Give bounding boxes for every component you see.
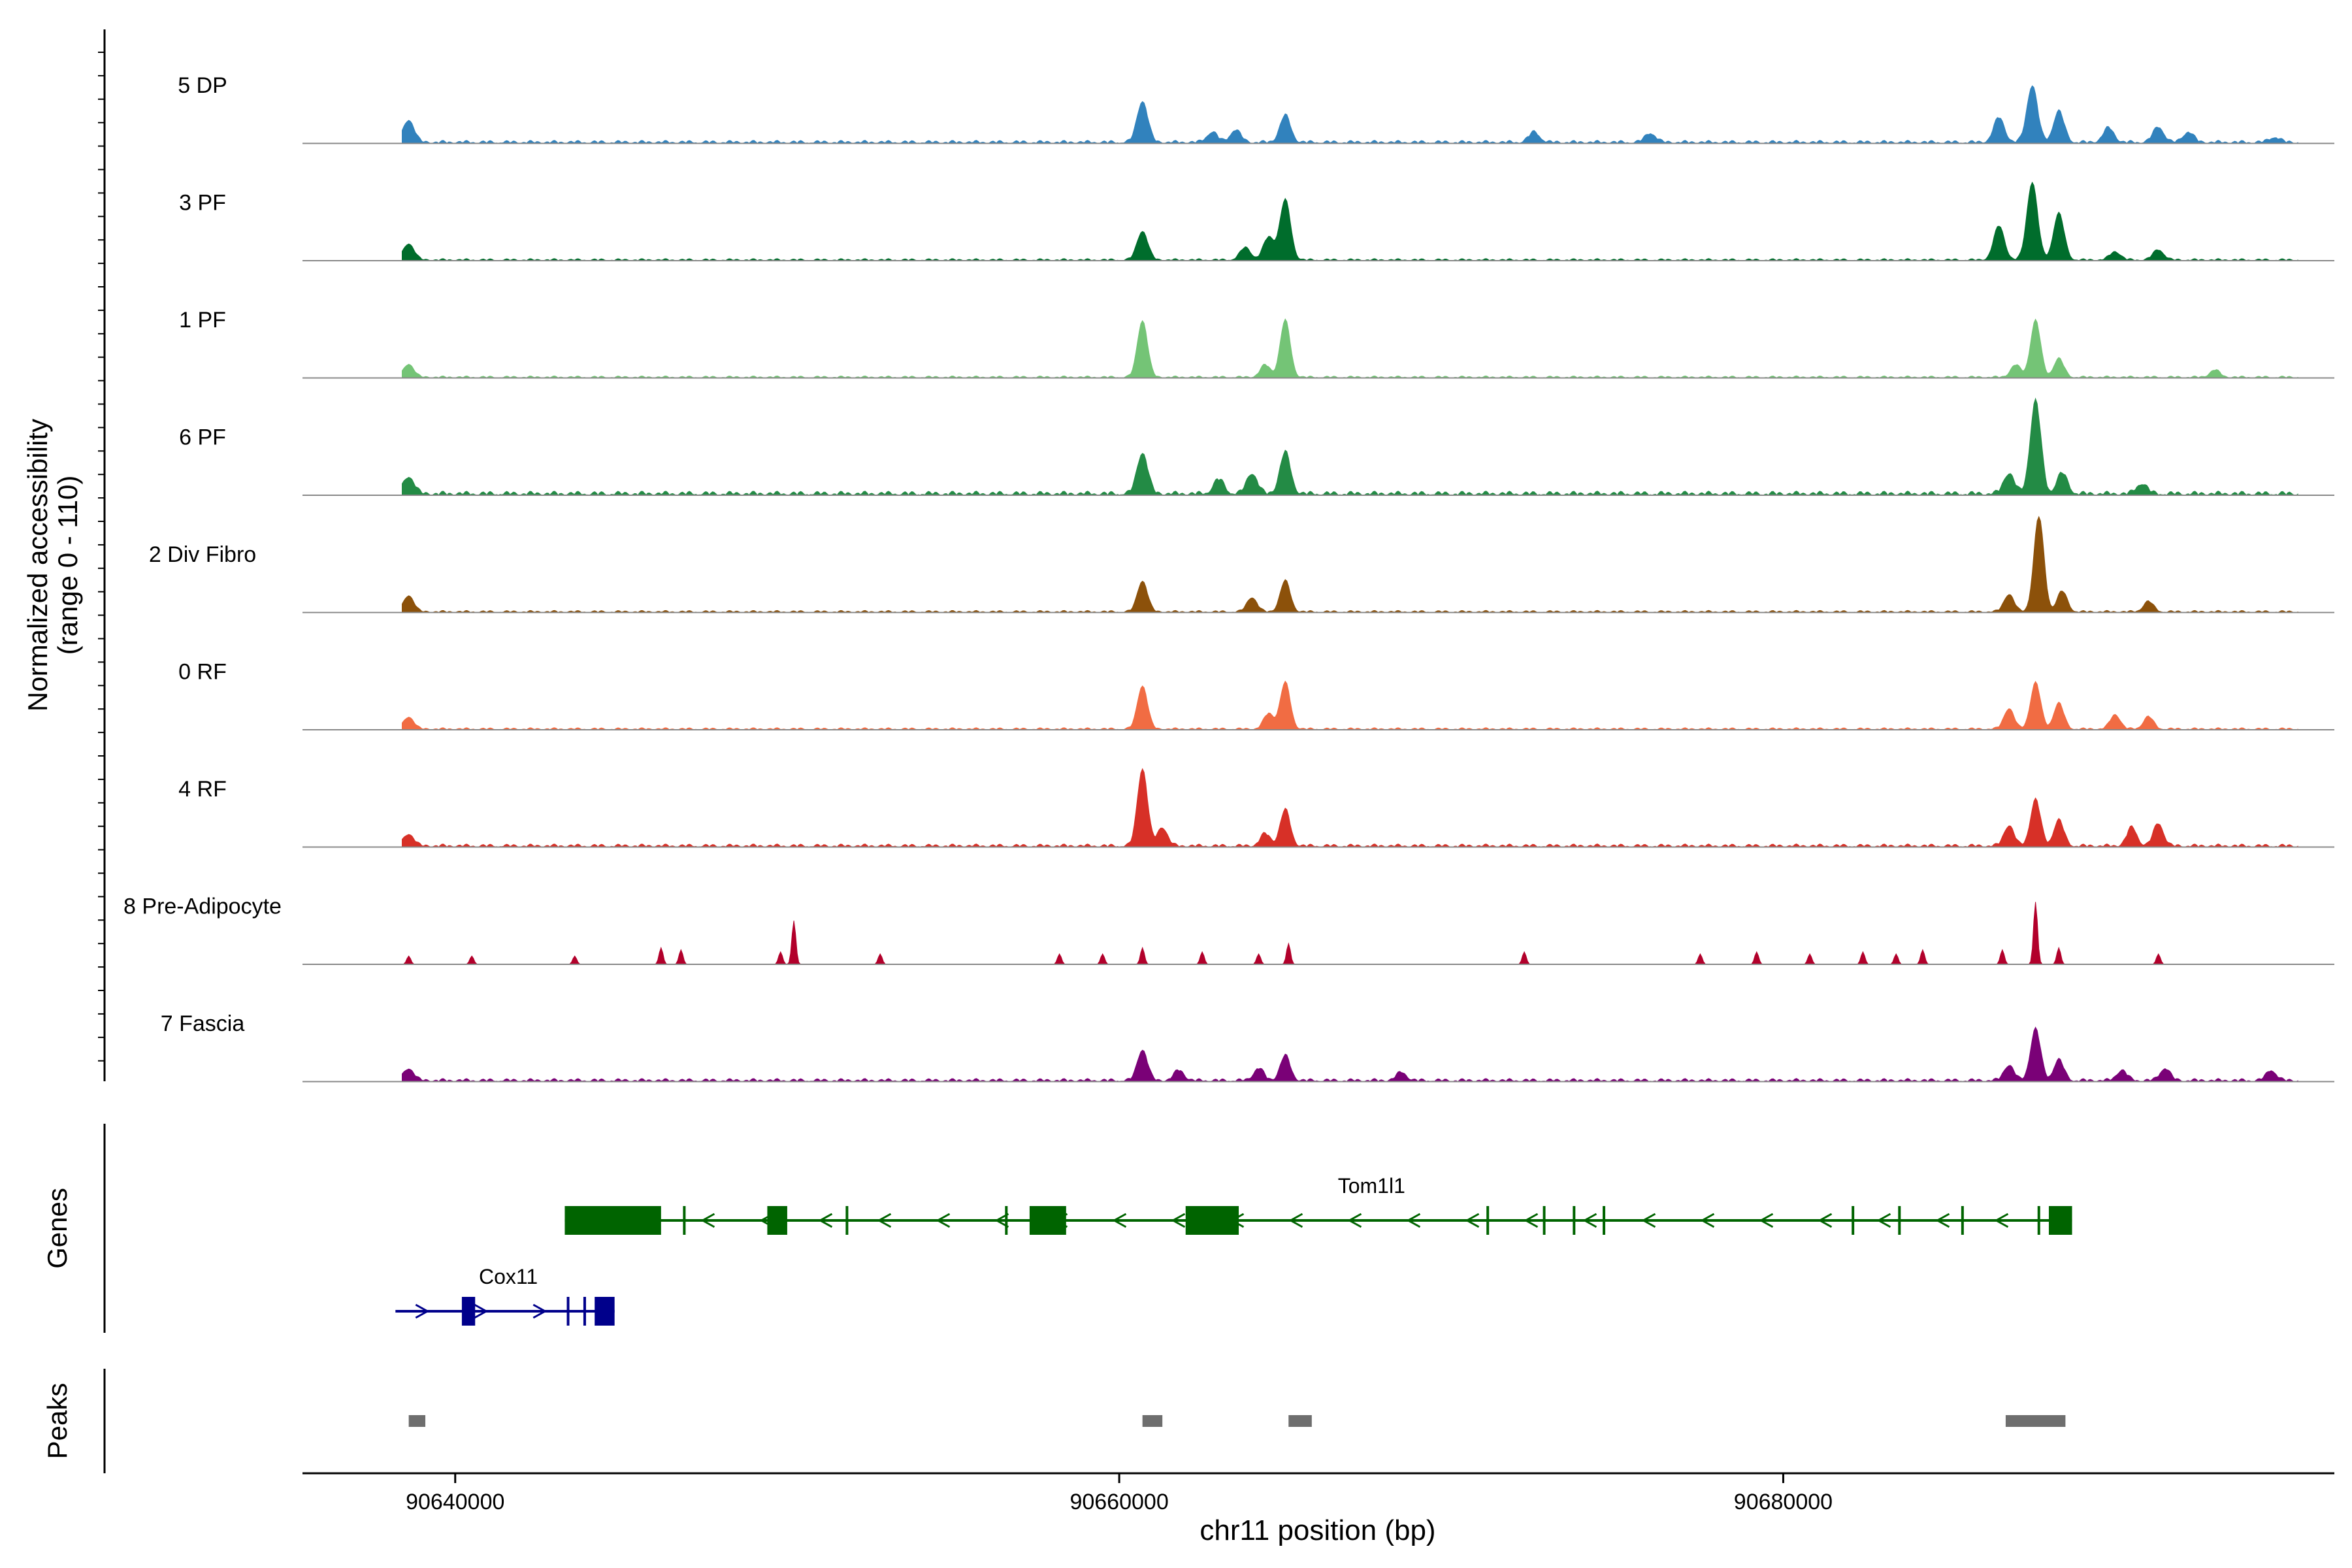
coverage-area [402, 1026, 2298, 1083]
track-label: 3 PF [179, 191, 226, 216]
peaks-panel-label: Peaks [42, 1383, 73, 1460]
track-label: 0 RF [178, 660, 227, 685]
strand-arrow [1288, 1213, 1303, 1228]
strand-arrow [1347, 1213, 1362, 1228]
exon-box [564, 1206, 661, 1235]
coverage-area [402, 768, 2298, 848]
exon-box [461, 1297, 476, 1326]
genes-panel-label: Genes [42, 1188, 73, 1269]
coverage-area [402, 318, 2298, 379]
track-label: 5 DP [178, 73, 227, 98]
strand-arrow [1876, 1213, 1891, 1228]
strand-arrow [1465, 1213, 1480, 1228]
strand-arrow [415, 1303, 430, 1319]
strand-arrow [936, 1213, 951, 1228]
x-axis: 90640000 90660000 90680000 [406, 1473, 1833, 1514]
track-label: 6 PF [179, 425, 226, 450]
x-tick-label: 90640000 [406, 1490, 504, 1514]
coverage-area [402, 182, 2298, 261]
strand-arrow [1935, 1213, 1950, 1228]
x-tick-label: 90680000 [1734, 1490, 1833, 1514]
x-tick-label: 90660000 [1070, 1490, 1168, 1514]
gene-label: Tom1l1 [1338, 1174, 1405, 1198]
coverage-area [402, 515, 2298, 613]
strand-arrow [1994, 1213, 2009, 1228]
peak-region [2005, 1415, 2066, 1427]
y-axis-label-line2: (range 0 - 110) [52, 476, 83, 655]
coverage-area [402, 397, 2298, 496]
strand-arrow [1524, 1213, 1539, 1228]
exon-box [595, 1297, 615, 1326]
x-axis-label: chr11 position (bp) [1200, 1514, 1435, 1546]
exon-box [2048, 1206, 2072, 1235]
exon-box [767, 1206, 787, 1235]
strand-arrow [877, 1213, 892, 1228]
exon-box [1185, 1206, 1239, 1235]
track-label: 4 RF [178, 777, 227, 802]
coverage-tracks: 5 DP 3 PF 1 PF 6 PF 2 Div Fibro 0 RF 4 RF 8 Pre… [123, 73, 2334, 1083]
strand-arrow [532, 1303, 547, 1319]
coverage-area [402, 902, 2298, 965]
strand-arrow [1171, 1213, 1186, 1228]
coverage-y-axis [98, 29, 106, 1081]
strand-arrow [1406, 1213, 1421, 1228]
track-label: 1 PF [179, 308, 226, 333]
strand-arrow [1582, 1213, 1597, 1228]
strand-arrow [1818, 1213, 1833, 1228]
track-label: 8 Pre-Adipocyte [123, 894, 282, 919]
coverage-area [402, 680, 2298, 730]
peak-region [1288, 1415, 1312, 1427]
track-label: 2 Div Fibro [149, 542, 256, 567]
strand-arrow [1759, 1213, 1774, 1228]
strand-arrow [994, 1213, 1009, 1228]
exon-box [1029, 1206, 1066, 1235]
coverage-area [402, 85, 2298, 144]
peak-regions [408, 1415, 2066, 1427]
peak-region [408, 1415, 426, 1427]
gene-annotations: Tom1l1 Cox11 [395, 1174, 2072, 1326]
strand-arrow [474, 1303, 489, 1319]
strand-arrow [1112, 1213, 1127, 1228]
strand-arrow [700, 1213, 715, 1228]
strand-arrow [1641, 1213, 1656, 1228]
strand-arrow [818, 1213, 833, 1228]
y-axis-label-line1: Normalized accessibility [22, 419, 53, 711]
strand-arrow [1700, 1213, 1715, 1228]
track-label: 7 Fascia [161, 1011, 245, 1036]
gene-label: Cox11 [479, 1265, 538, 1288]
peak-region [1142, 1415, 1163, 1427]
